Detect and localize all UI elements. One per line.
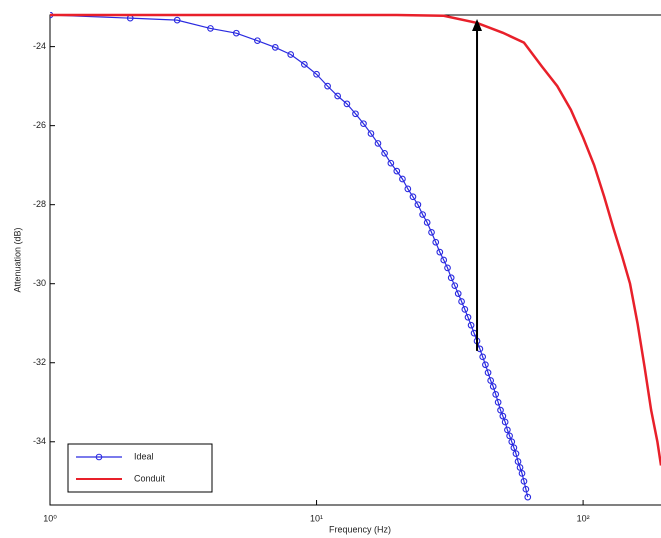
plot-area: [50, 12, 661, 501]
data-point: [522, 485, 530, 493]
data-point: [494, 398, 502, 406]
legend-label: Conduit: [134, 473, 166, 483]
data-point: [440, 256, 448, 264]
legend-marker: [95, 453, 103, 461]
data-point: [458, 298, 465, 305]
data-point: [487, 377, 495, 384]
data-point: [343, 100, 351, 108]
y-tick-label: -28: [33, 199, 46, 209]
data-point: [514, 458, 522, 465]
data-point: [461, 306, 469, 313]
data-point: [520, 477, 528, 485]
data-point: [393, 167, 401, 175]
legend-label: Ideal: [134, 451, 154, 461]
arrow-head: [472, 18, 483, 31]
data-point: [414, 201, 422, 209]
series-line: [50, 14, 529, 498]
data-point: [313, 70, 320, 78]
data-point: [334, 92, 342, 100]
data-point: [428, 228, 435, 236]
data-point: [432, 238, 440, 246]
data-point: [444, 264, 451, 272]
data-point: [399, 175, 406, 183]
data-point: [387, 159, 395, 167]
data-point: [479, 353, 487, 361]
y-axis-label: Attenuation (dB): [12, 227, 22, 292]
data-point: [271, 44, 279, 51]
data-point: [404, 185, 412, 193]
axes-frame: [49, 14, 661, 506]
x-tick-label: 10¹: [310, 513, 323, 523]
data-point: [467, 321, 475, 329]
data-point: [454, 290, 462, 297]
data-point: [367, 130, 375, 137]
data-point: [436, 248, 444, 256]
data-point: [497, 406, 504, 414]
data-point: [484, 369, 492, 376]
data-point: [324, 82, 331, 90]
series-line: [50, 13, 661, 466]
data-point: [374, 140, 382, 147]
data-point: [508, 438, 516, 446]
data-point: [504, 426, 511, 434]
data-point: [447, 274, 455, 282]
y-tick-label: -26: [33, 120, 46, 130]
data-point: [524, 493, 532, 501]
data-point: [510, 444, 518, 452]
data-point: [287, 51, 295, 58]
data-point: [360, 120, 367, 128]
data-point: [464, 313, 472, 321]
data-point: [423, 219, 431, 226]
legend-box: [67, 443, 213, 493]
data-point: [207, 25, 214, 32]
y-tick-label: -34: [33, 436, 46, 446]
data-point: [518, 470, 526, 477]
y-tick-label: -30: [33, 278, 46, 288]
data-point: [499, 412, 507, 420]
data-point: [173, 16, 181, 24]
data-point: [419, 211, 426, 218]
data-point: [516, 464, 524, 471]
data-point: [506, 432, 513, 440]
data-point: [501, 418, 509, 426]
data-point: [254, 37, 261, 45]
data-point: [409, 193, 417, 201]
x-tick-label: 10⁰: [43, 513, 57, 523]
data-point: [232, 29, 240, 37]
data-point: [489, 383, 497, 390]
data-point: [451, 282, 459, 290]
data-point: [381, 149, 388, 157]
data-point: [352, 110, 359, 118]
x-axis-label: Frequency (Hz): [329, 524, 391, 534]
data-point: [482, 361, 489, 369]
y-tick-label: -24: [33, 41, 46, 51]
y-tick-label: -32: [33, 357, 46, 367]
data-point: [492, 391, 500, 398]
x-tick-label: 10²: [577, 513, 590, 523]
data-point: [512, 450, 520, 457]
data-point: [301, 61, 308, 68]
